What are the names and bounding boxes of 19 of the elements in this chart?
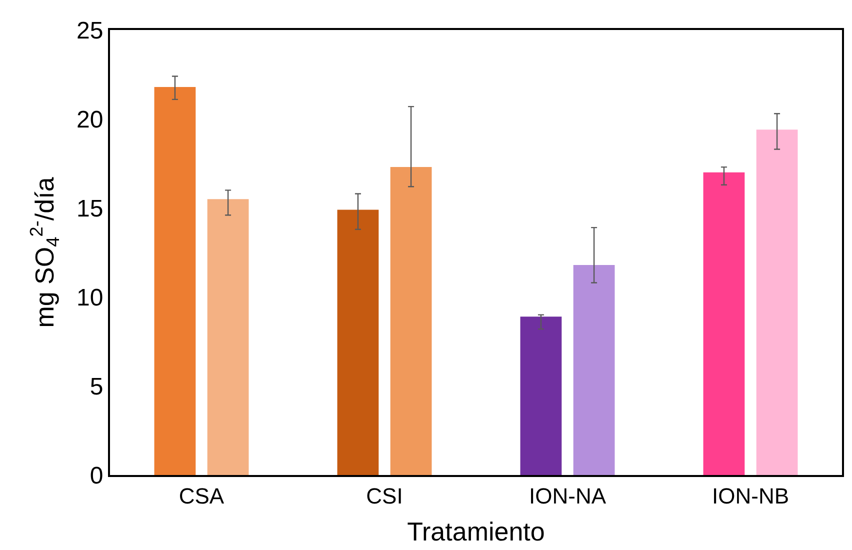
x-tick-label: CSA (178, 483, 224, 508)
bar (756, 130, 798, 475)
x-tick-label: CSI (366, 483, 403, 508)
bar (520, 316, 562, 475)
x-axis-title: Tratamiento (407, 516, 545, 547)
x-tick-label: ION-NB (712, 483, 789, 508)
y-tick-label: 0 (90, 462, 104, 490)
y-tick-label: 5 (90, 373, 104, 400)
bar (703, 172, 745, 475)
y-tick-label: 20 (76, 106, 104, 134)
bar (390, 167, 432, 475)
x-tick-label: ION-NA (529, 483, 606, 508)
y-tick-label: 15 (76, 195, 104, 222)
y-tick-label: 10 (76, 284, 104, 312)
bar (154, 86, 196, 475)
bar (337, 210, 379, 475)
y-tick-label: 25 (76, 17, 104, 44)
bar (207, 199, 249, 475)
bar (573, 264, 615, 475)
